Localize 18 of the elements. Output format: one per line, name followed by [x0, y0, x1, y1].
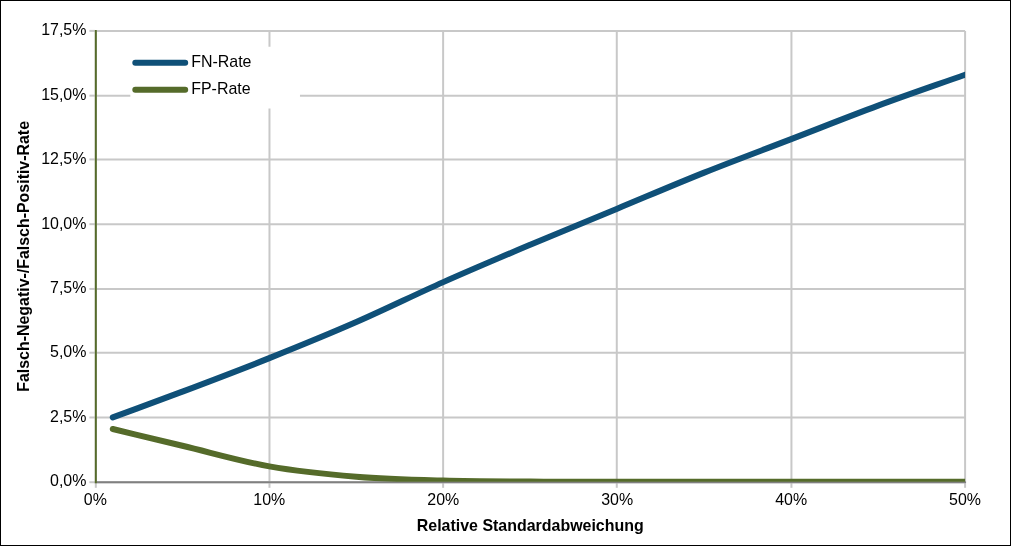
legend-label: FP-Rate	[191, 80, 251, 98]
y-tick-label: 0,0%	[50, 472, 87, 490]
x-tick-label: 20%	[427, 490, 460, 508]
x-tick-label: 30%	[601, 490, 634, 508]
x-axis-title: Relative Standardabweichung	[416, 516, 644, 534]
x-tick-label: 40%	[775, 490, 808, 508]
y-tick-label: 10,0%	[41, 214, 87, 232]
y-tick-label: 15,0%	[41, 85, 87, 103]
x-tick-label: 50%	[949, 490, 982, 508]
x-tick-label: 10%	[253, 490, 286, 508]
y-tick-label: 17,5%	[41, 21, 87, 39]
y-tick-label: 12,5%	[41, 150, 87, 168]
legend-label: FN-Rate	[191, 53, 252, 71]
y-axis-title: Falsch-Negativ-/Falsch-Positiv-Rate	[14, 120, 32, 392]
y-tick-label: 7,5%	[50, 278, 87, 296]
y-tick-label: 5,0%	[50, 343, 87, 361]
y-tick-label: 2,5%	[50, 407, 87, 425]
x-tick-label: 0%	[83, 490, 107, 508]
